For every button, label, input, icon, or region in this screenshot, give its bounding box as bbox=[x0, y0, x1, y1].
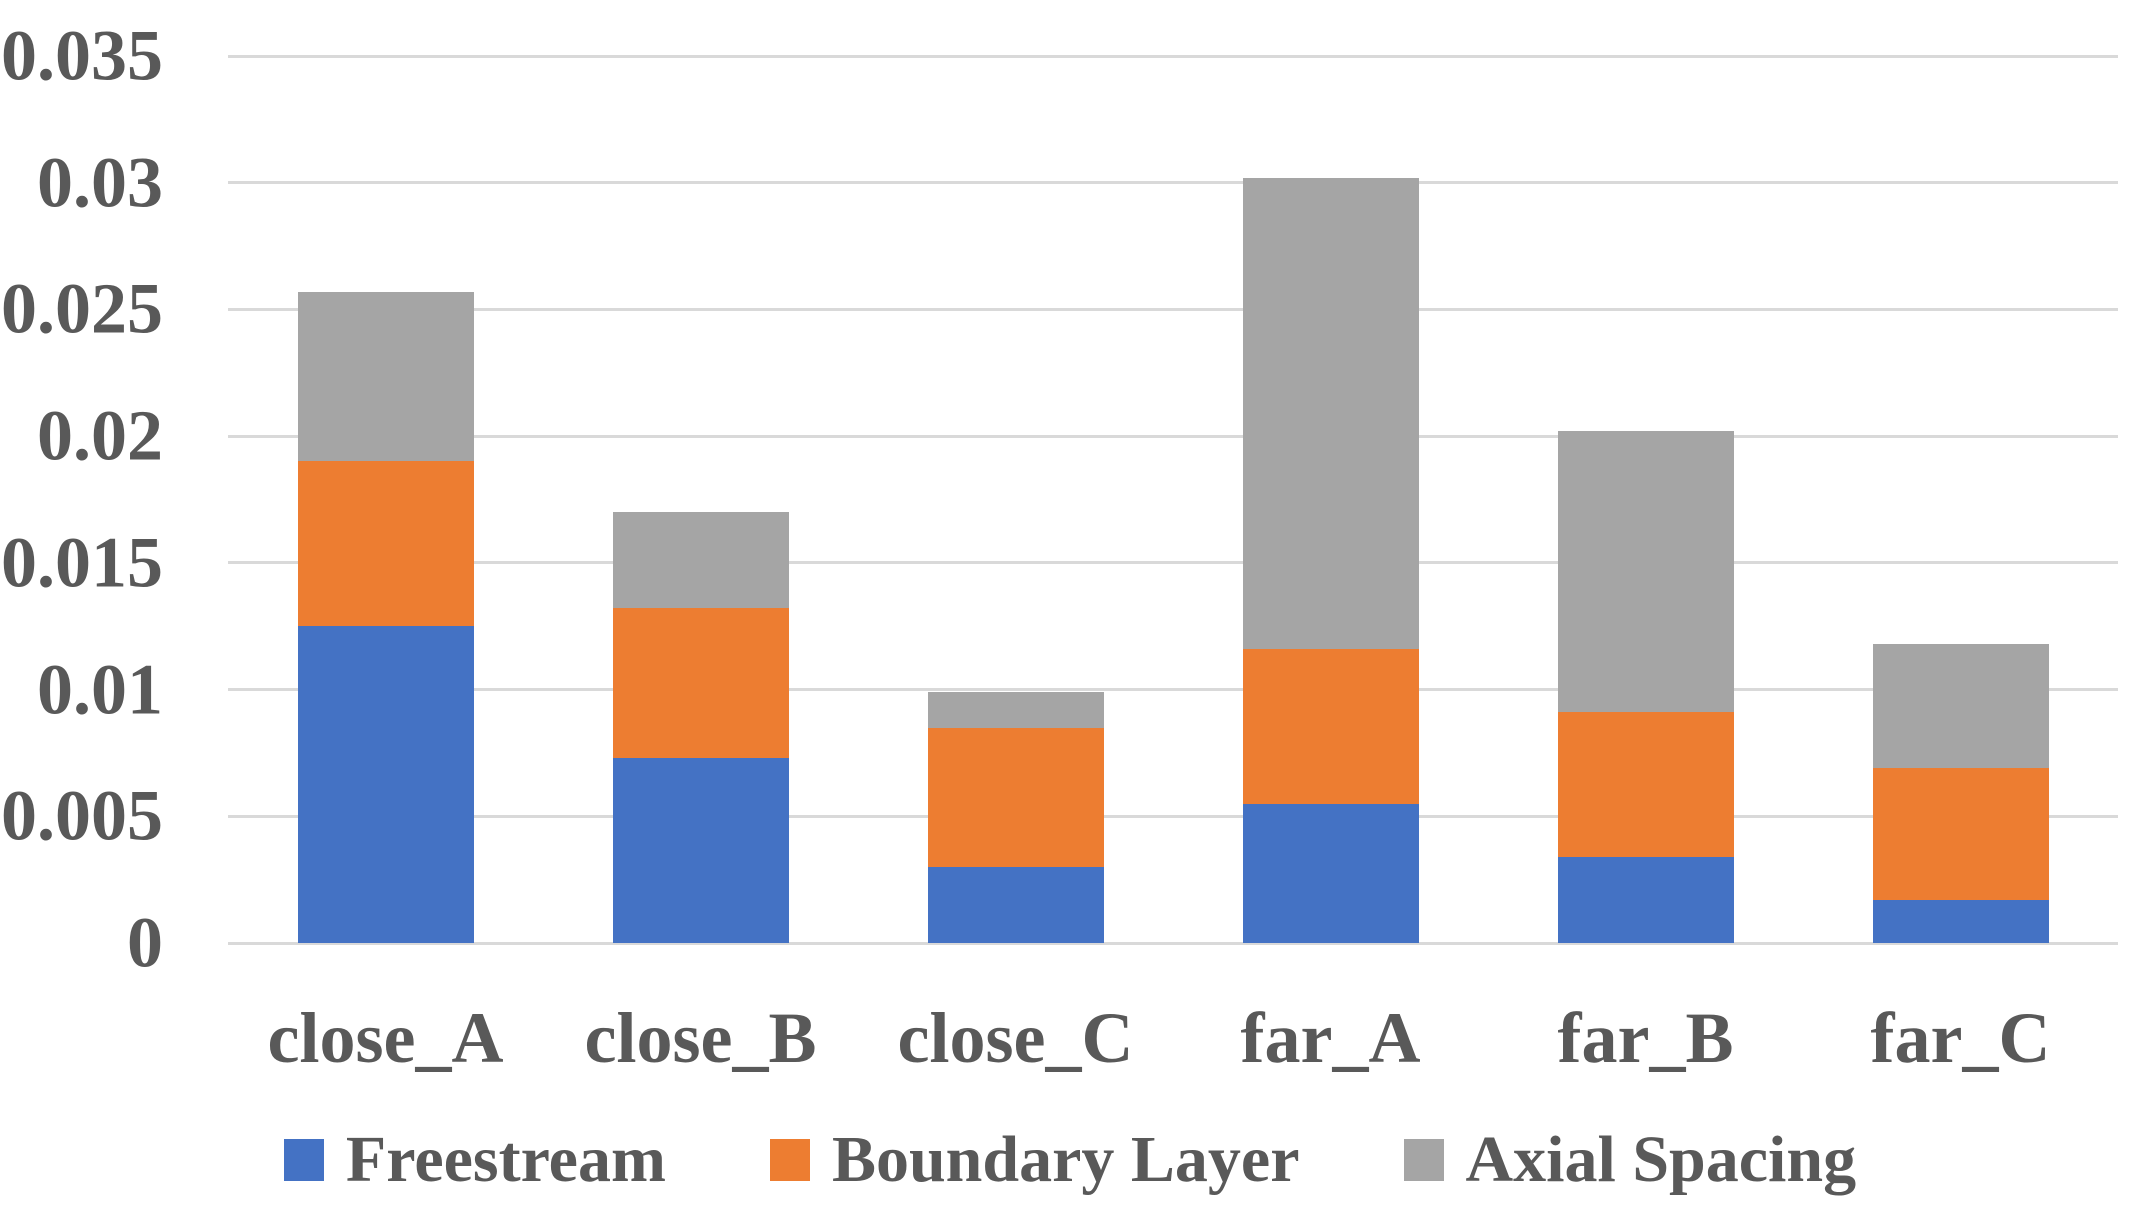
bar-segment-far-b-freestream bbox=[1557, 856, 1734, 943]
bar-segment-far-c-axial-spacing bbox=[1872, 643, 2049, 769]
bar-segment-close-a-axial-spacing bbox=[297, 291, 474, 462]
bar-segment-far-a-boundary-layer bbox=[1242, 649, 1419, 804]
gridline-0.005 bbox=[228, 814, 2118, 818]
gridline-0.035 bbox=[228, 54, 2118, 58]
bar-segment-far-c-boundary-layer bbox=[1872, 768, 2049, 900]
legend-item-boundary-layer: Boundary Layer bbox=[769, 1122, 1300, 1198]
bar-segment-close-a-freestream bbox=[297, 626, 474, 943]
bar-segment-far-a-axial-spacing bbox=[1242, 177, 1419, 650]
legend: Freestream Boundary Layer Axial Spacing bbox=[0, 1122, 2140, 1198]
y-tick-label-0.02: 0.02 bbox=[37, 395, 163, 476]
legend-swatch-boundary-layer bbox=[769, 1139, 810, 1181]
category-label-close-b: close_B bbox=[584, 998, 817, 1078]
legend-label-axial-spacing: Axial Spacing bbox=[1465, 1123, 1857, 1196]
y-tick-label-0.005: 0.005 bbox=[1, 775, 163, 856]
bar-segment-close-a-boundary-layer bbox=[297, 461, 474, 627]
bar-segment-close-b-axial-spacing bbox=[612, 512, 789, 609]
y-tick-label-0.035: 0.035 bbox=[1, 15, 163, 96]
legend-swatch-freestream bbox=[283, 1139, 324, 1181]
gridline-0 bbox=[228, 941, 2118, 945]
y-tick-label-0.01: 0.01 bbox=[37, 649, 163, 730]
y-tick-label-0.015: 0.015 bbox=[1, 522, 163, 603]
bar-segment-far-b-axial-spacing bbox=[1557, 431, 1734, 713]
gridline-0.015 bbox=[228, 561, 2118, 565]
gridline-0.01 bbox=[228, 688, 2118, 692]
legend-swatch-axial-spacing bbox=[1403, 1139, 1444, 1181]
gridline-0.025 bbox=[228, 307, 2118, 311]
bar-segment-far-c-freestream bbox=[1872, 899, 2049, 943]
gridline-0.02 bbox=[228, 434, 2118, 438]
gridline-0.03 bbox=[228, 181, 2118, 185]
category-label-close-a: close_A bbox=[267, 998, 504, 1078]
category-label-far-b: far_B bbox=[1557, 998, 1734, 1078]
legend-item-axial-spacing: Axial Spacing bbox=[1403, 1122, 1857, 1198]
bar-segment-far-b-boundary-layer bbox=[1557, 712, 1734, 857]
bar-segment-close-c-boundary-layer bbox=[927, 727, 1104, 867]
y-tick-label-0.03: 0.03 bbox=[37, 142, 163, 223]
bar-segment-close-b-boundary-layer bbox=[612, 608, 789, 758]
legend-label-freestream: Freestream bbox=[345, 1123, 666, 1196]
category-label-far-a: far_A bbox=[1240, 998, 1421, 1078]
y-tick-label-0.025: 0.025 bbox=[1, 268, 163, 349]
bar-segment-close-b-freestream bbox=[612, 757, 789, 943]
legend-item-freestream: Freestream bbox=[283, 1122, 666, 1198]
bar-segment-close-c-axial-spacing bbox=[927, 692, 1104, 728]
legend-label-boundary-layer: Boundary Layer bbox=[831, 1123, 1300, 1196]
bar-segment-far-a-freestream bbox=[1242, 803, 1419, 943]
bar-segment-close-c-freestream bbox=[927, 866, 1104, 943]
category-label-close-c: close_C bbox=[897, 998, 1134, 1078]
category-label-far-c: far_C bbox=[1870, 998, 2051, 1078]
y-tick-label-0: 0 bbox=[127, 902, 163, 983]
